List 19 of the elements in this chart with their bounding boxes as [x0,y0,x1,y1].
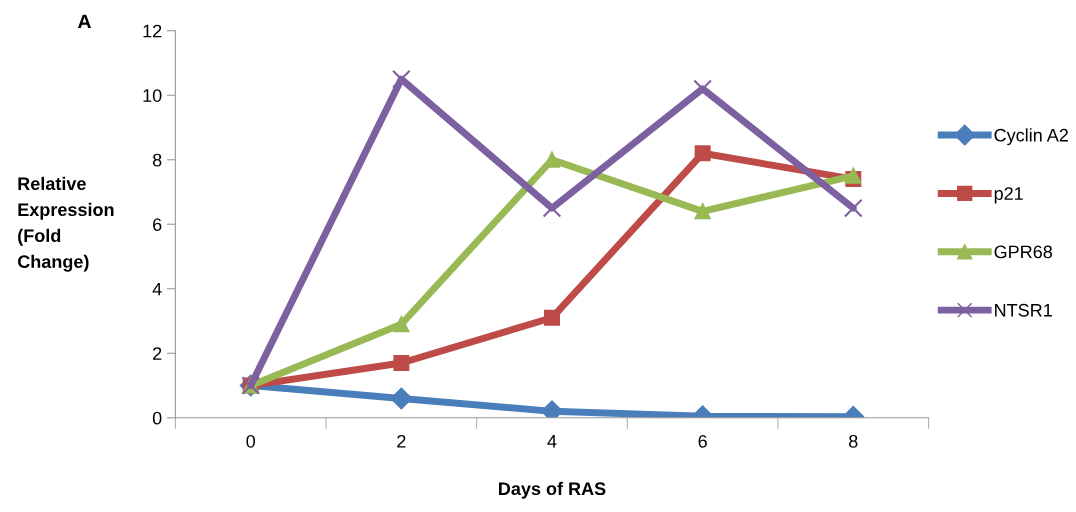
x-tick-label: 8 [849,434,858,448]
y-tick-label: 0 [152,411,162,425]
y-tick-label: 6 [153,218,162,231]
x-tick-label: 0 [246,434,256,448]
y-axis-title: Relative Expression (Fold Change) [17,176,114,272]
y-tick-label: 4 [152,282,162,296]
text: A [77,14,91,29]
legend-label: GPR68 [994,245,1053,259]
y-tick-label: 10 [143,89,162,102]
x-axis-title: Days of RAS [499,481,606,499]
legend-label: NTSR1 [995,303,1052,317]
y-tick-label: 12 [143,24,162,38]
y-tick-label: 8 [152,153,162,167]
x-tick-label: 4 [547,435,557,448]
legend-label: Cyclin A2 [994,128,1068,146]
x-tick-label: 6 [698,434,707,448]
legend-label: p21 [994,187,1023,204]
x-tick-label: 2 [397,434,406,448]
y-tick-label: 2 [153,347,162,360]
